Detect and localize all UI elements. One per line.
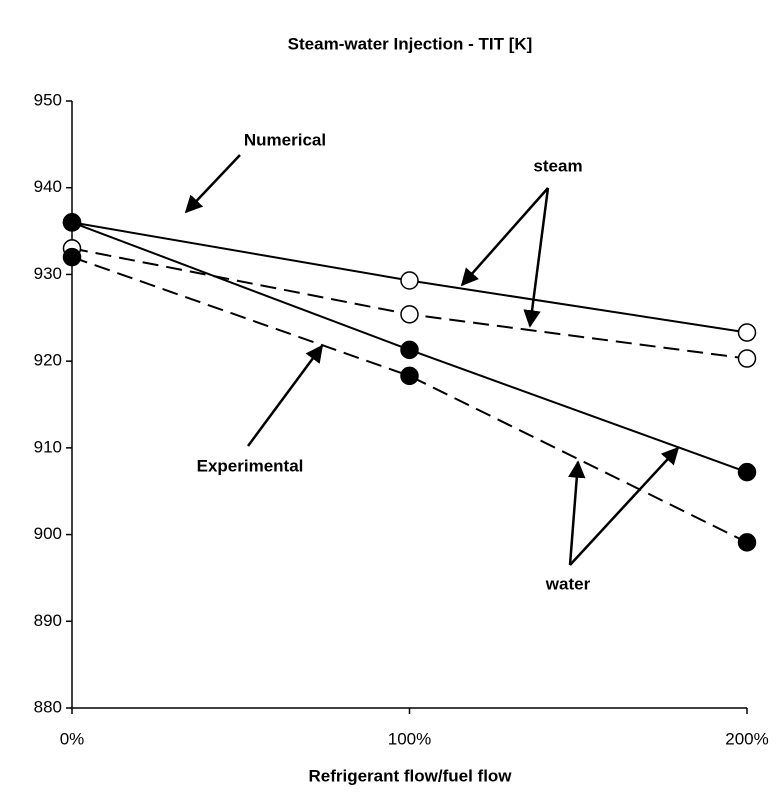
data-point <box>400 366 419 386</box>
data-point <box>400 271 419 290</box>
y-tick-label: 940 <box>34 177 62 196</box>
data-point <box>62 247 82 267</box>
x-tick-label: 100% <box>388 729 431 748</box>
x-tick-label: 0% <box>60 729 85 748</box>
data-point <box>62 213 82 232</box>
arrows <box>184 154 680 566</box>
arrow <box>460 187 549 287</box>
y-tick-label: 890 <box>34 611 62 630</box>
chart-title: Steam-water Injection - TIT [K] <box>288 34 533 53</box>
annotation: Numerical <box>244 130 326 149</box>
annotation: Experimental <box>197 456 304 475</box>
data-point <box>400 340 419 360</box>
y-tick-label: 880 <box>34 697 62 716</box>
y-tick-label: 950 <box>34 90 62 109</box>
data-point <box>737 533 757 552</box>
arrow <box>568 460 586 566</box>
y-tick-label: 900 <box>34 524 62 543</box>
data-point <box>737 462 757 482</box>
y-tick-label: 930 <box>34 264 62 283</box>
data-point <box>737 323 757 342</box>
data-point <box>400 305 419 324</box>
x-tick-label: 200% <box>725 729 768 748</box>
y-tick-label: 920 <box>34 351 62 370</box>
annotation: steam <box>533 156 582 175</box>
arrow <box>569 446 680 566</box>
arrow <box>523 187 550 328</box>
annotation: water <box>545 574 591 593</box>
x-axis-label: Refrigerant flow/fuel flow <box>308 766 512 785</box>
arrow <box>184 154 241 214</box>
arrow <box>246 344 324 447</box>
y-tick-label: 910 <box>34 437 62 456</box>
data-point <box>737 349 757 368</box>
series-line <box>71 256 748 544</box>
